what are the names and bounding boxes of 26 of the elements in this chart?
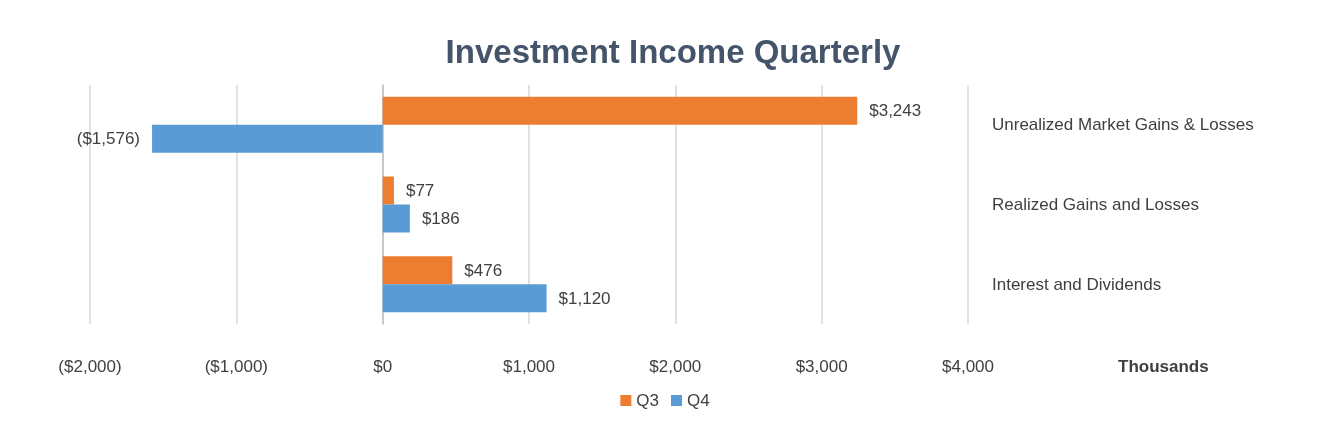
legend-label: Q4 — [687, 391, 710, 410]
x-tick-label: $0 — [373, 357, 393, 376]
x-tick-label: $2,000 — [649, 357, 702, 376]
data-label: $476 — [464, 260, 503, 280]
x-tick-label: $3,000 — [795, 357, 848, 376]
x-tick-label: ($1,000) — [204, 357, 268, 376]
y-tick-label: Interest and Dividends — [992, 274, 1162, 294]
bar — [382, 256, 453, 285]
x-axis-title: Thousands — [1118, 357, 1209, 376]
legend-label: Q3 — [636, 391, 660, 410]
y-tick-label: Unrealized Market Gains & Losses — [992, 115, 1254, 135]
data-label: $1,120 — [558, 288, 611, 308]
bar — [382, 96, 858, 125]
data-label: $77 — [405, 181, 435, 200]
chart-title: Investment Income Quarterly — [445, 33, 902, 70]
x-tick-label: ($2,000) — [58, 357, 122, 376]
bar — [382, 176, 394, 205]
data-label: $186 — [421, 209, 460, 228]
x-tick-label: $4,000 — [942, 357, 994, 376]
y-tick-label: Realized Gains and Losses — [992, 195, 1199, 214]
bar — [152, 124, 383, 153]
x-tick-label: $1,000 — [503, 357, 555, 376]
data-label: ($1,576) — [76, 129, 141, 149]
bar — [382, 204, 410, 233]
bar — [382, 284, 547, 313]
data-label: $3,243 — [869, 101, 922, 121]
